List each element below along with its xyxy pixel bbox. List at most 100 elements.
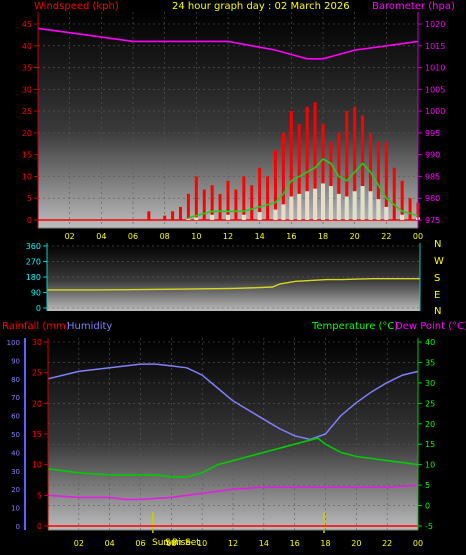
wind-x-tick-label: 22: [381, 232, 391, 241]
compass-s: S: [434, 273, 441, 284]
temperature-x-tick-label: 18: [320, 539, 330, 548]
temperature-x-tick-label: 16: [290, 539, 300, 548]
wind-x-tick-label: 18: [318, 232, 328, 241]
wind-average-bar: [186, 218, 191, 220]
wind-y-tick-label: 20: [22, 129, 32, 138]
wind-x-tick-label: 04: [96, 232, 106, 241]
wind-direction-line: [47, 278, 420, 291]
temperature-y-tick-label: 35: [425, 358, 435, 367]
dewpoint-axis-title: Dew Point (°C): [395, 321, 466, 332]
temperature-x-tick-label: 10: [197, 539, 207, 548]
baro-y-tick-label: 1015: [425, 42, 445, 51]
wind-y-tick-label: 40: [22, 42, 32, 51]
wind-average-bar: [281, 204, 286, 220]
wind-average-bar: [360, 186, 365, 220]
rain-y-tick-label: 0: [37, 522, 42, 531]
temperature-x-tick-label: 08: [166, 539, 176, 548]
wind-y-tick-label: 25: [22, 107, 32, 116]
baro-y-tick-label: 1000: [425, 107, 445, 116]
wind-average-bar: [400, 214, 405, 220]
baro-y-tick-label: 1005: [425, 85, 445, 94]
temperature-x-tick-label: 20: [351, 539, 361, 548]
wind-average-bar: [289, 196, 294, 220]
humidity-y-tick-label: 90: [11, 357, 20, 365]
baro-y-tick-label: 995: [425, 129, 440, 138]
humidity-y-tick-label: 80: [11, 376, 20, 384]
wind-average-bar: [257, 212, 262, 220]
chart-title: 24 hour graph day : 02 March 2026: [172, 1, 350, 12]
wind-y-tick-label: 30: [22, 85, 32, 94]
temperature-y-tick-label: -5: [425, 522, 433, 531]
rain-y-tick-label: 10: [32, 461, 42, 470]
baro-y-tick-label: 975: [425, 216, 440, 225]
wind-average-bar: [297, 193, 302, 220]
wind-average-bar: [336, 193, 341, 220]
wind-y-tick-label: 45: [22, 20, 32, 29]
direction-y-tick-label: 360: [26, 242, 41, 251]
baro-y-tick-label: 980: [425, 194, 440, 203]
humidity-y-tick-label: 30: [11, 468, 20, 476]
wind-average-bar: [384, 206, 389, 220]
humidity-y-tick-label: 0: [16, 523, 20, 531]
temperature-x-tick-label: 12: [228, 539, 238, 548]
wind-x-tick-label: 08: [160, 232, 170, 241]
wind-y-tick-label: 15: [22, 151, 32, 160]
wind-average-bar: [210, 214, 215, 220]
wind-x-tick-label: 06: [128, 232, 138, 241]
temperature-x-tick-label: 22: [382, 539, 392, 548]
compass-e: E: [434, 290, 441, 301]
wind-average-bar: [194, 217, 199, 220]
wind-average-bar: [344, 196, 349, 220]
rain-y-tick-label: 25: [32, 369, 42, 378]
wind-average-bar: [305, 191, 310, 220]
barometer-axis-title: Barometer (hpa): [372, 1, 455, 12]
temperature-line: [47, 437, 419, 478]
direction-y-tick-label: 0: [36, 304, 41, 313]
temperature-x-tick-label: 06: [135, 539, 145, 548]
direction-y-tick-label: 90: [31, 289, 41, 298]
humidity-y-tick-label: 60: [11, 413, 20, 421]
wind-y-tick-label: 10: [22, 172, 32, 181]
humidity-y-tick-label: 100: [7, 339, 20, 347]
wind-axis-title: Windspeed (kph): [34, 1, 119, 12]
rainfall-axis-title: Rainfall (mm): [2, 321, 70, 332]
wind-y-tick-label: 5: [27, 194, 32, 203]
rain-y-tick-label: 30: [32, 338, 42, 347]
wind-average-bar: [241, 214, 246, 220]
humidity-y-tick-label: 70: [11, 394, 20, 402]
wind-y-tick-label: 35: [22, 64, 32, 73]
baro-y-tick-label: 1020: [425, 20, 445, 29]
wind-x-tick-label: 02: [65, 232, 75, 241]
humidity-axis-title: Humidity: [67, 321, 113, 332]
wind-average-bar: [273, 209, 278, 220]
sunset-label: Sun Set: [165, 538, 200, 548]
baro-y-tick-label: 985: [425, 172, 440, 181]
compass-n-bottom: N: [434, 306, 442, 317]
wind-average-bar: [376, 199, 381, 220]
temperature-x-tick-label: 00: [413, 539, 423, 548]
sunrise-label: Sun Rise: [152, 538, 191, 548]
wind-average-line: [188, 157, 419, 219]
dew-point-line: [47, 484, 419, 501]
wind-y-tick-label: 0: [27, 216, 32, 225]
wind-average-bar: [313, 188, 318, 220]
humidity-y-tick-label: 10: [11, 505, 20, 513]
rain-y-tick-label: 20: [32, 399, 42, 408]
baro-y-tick-label: 1010: [425, 64, 445, 73]
wind-average-bar: [226, 214, 230, 220]
rain-y-tick-label: 15: [32, 430, 42, 439]
wind-x-tick-label: 12: [223, 232, 233, 241]
humidity-y-tick-label: 50: [11, 431, 20, 439]
temperature-y-tick-label: 25: [425, 399, 435, 408]
wind-x-tick-label: 20: [350, 232, 360, 241]
temperature-y-tick-label: 30: [425, 379, 435, 388]
wind-x-tick-label: 10: [191, 232, 201, 241]
temperature-y-tick-label: 40: [425, 338, 435, 347]
temperature-axis-title: Temperature (°C): [312, 321, 399, 332]
direction-y-tick-label: 180: [26, 273, 41, 282]
humidity-line: [47, 363, 419, 441]
temperature-x-tick-label: 04: [105, 539, 115, 548]
wind-x-tick-label: 16: [286, 232, 296, 241]
wind-average-bar: [368, 191, 373, 220]
